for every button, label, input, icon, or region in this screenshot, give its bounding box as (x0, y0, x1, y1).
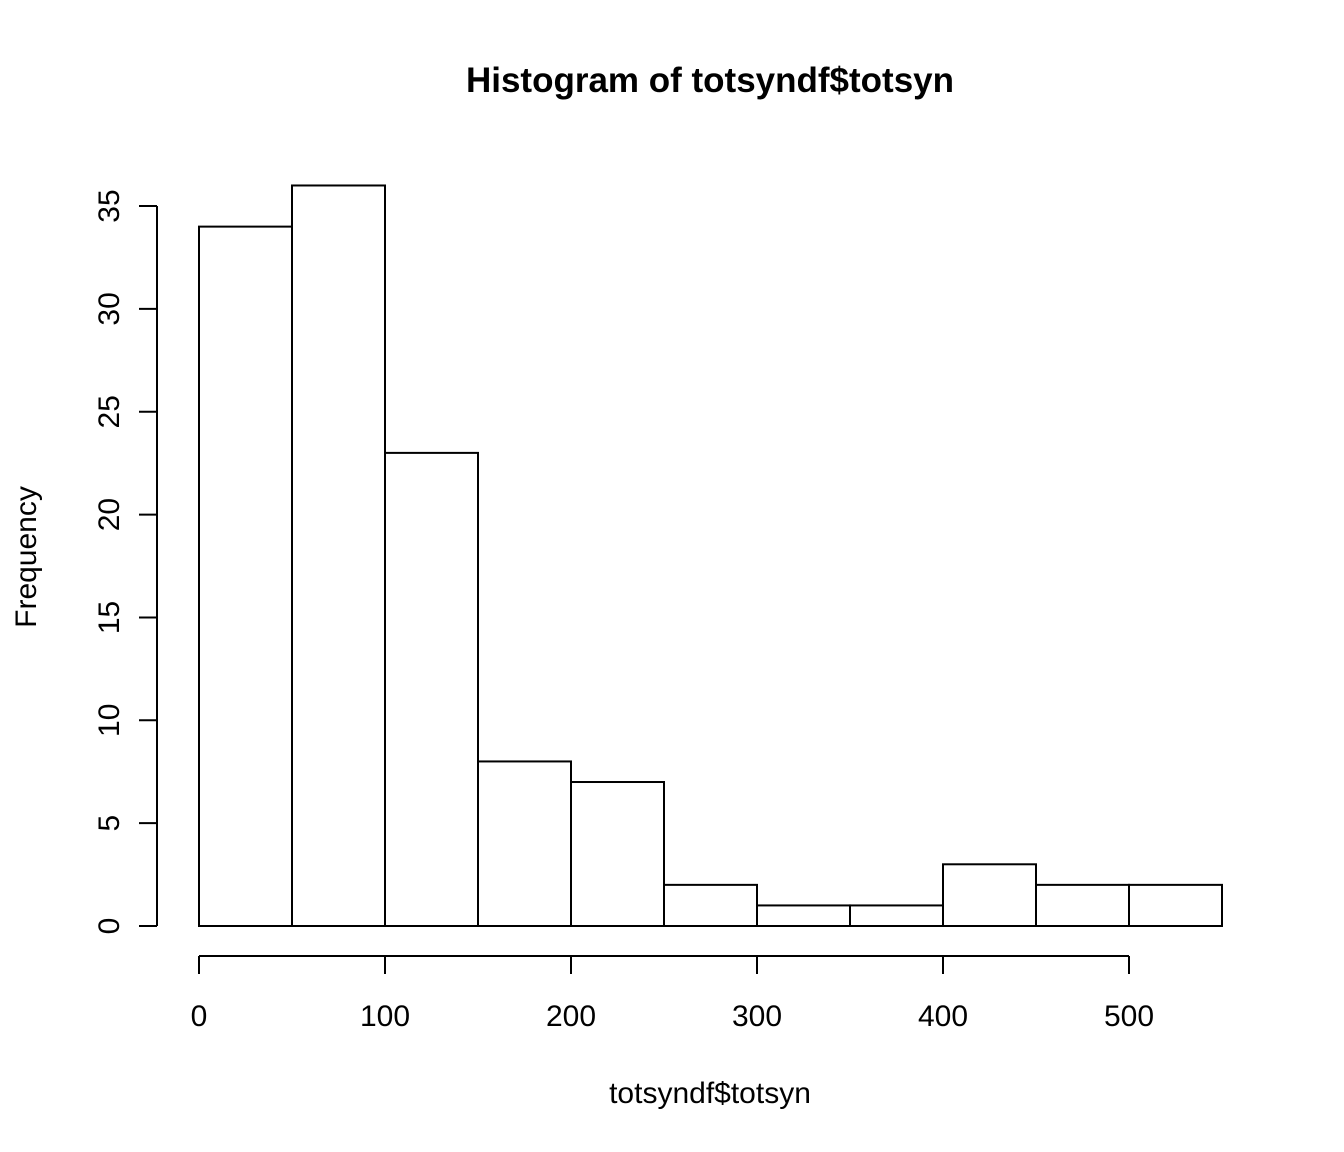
y-tick-label: 25 (93, 395, 126, 428)
y-tick-label: 0 (93, 918, 126, 935)
y-tick-label: 15 (93, 601, 126, 634)
x-axis: 0 100 200 300 400 500 (191, 955, 1154, 1033)
x-tick-label: 100 (360, 1000, 410, 1033)
x-tick-label: 0 (191, 1000, 208, 1033)
histogram-bar (570, 781, 665, 928)
y-tick-label: 20 (93, 498, 126, 531)
y-tick-label: 10 (93, 704, 126, 737)
x-tick-label: 400 (918, 1000, 968, 1033)
chart-title: Histogram of totsyndf$totsyn (466, 61, 954, 100)
histogram-bar (1128, 883, 1223, 927)
x-tick-label: 300 (732, 1000, 782, 1033)
histogram-bar (1035, 883, 1130, 927)
histogram-bar (291, 184, 386, 928)
histogram-bar (384, 451, 479, 927)
x-tick-label: 200 (546, 1000, 596, 1033)
y-axis: 0 5 10 15 20 25 30 35 (93, 189, 158, 935)
histogram-bar (663, 883, 758, 927)
histogram-bar (198, 225, 293, 927)
x-axis-label: totsyndf$totsyn (609, 1077, 811, 1110)
x-tick-label: 500 (1104, 1000, 1154, 1033)
bars-group (198, 184, 1223, 928)
y-tick-label: 5 (93, 815, 126, 832)
histogram-bar (849, 904, 944, 927)
histogram-bar (477, 760, 572, 927)
histogram-bar (756, 904, 851, 927)
y-axis-label: Frequency (10, 486, 43, 628)
y-tick-label: 30 (93, 292, 126, 325)
y-tick-label: 35 (93, 189, 126, 222)
histogram-bar (942, 863, 1037, 927)
